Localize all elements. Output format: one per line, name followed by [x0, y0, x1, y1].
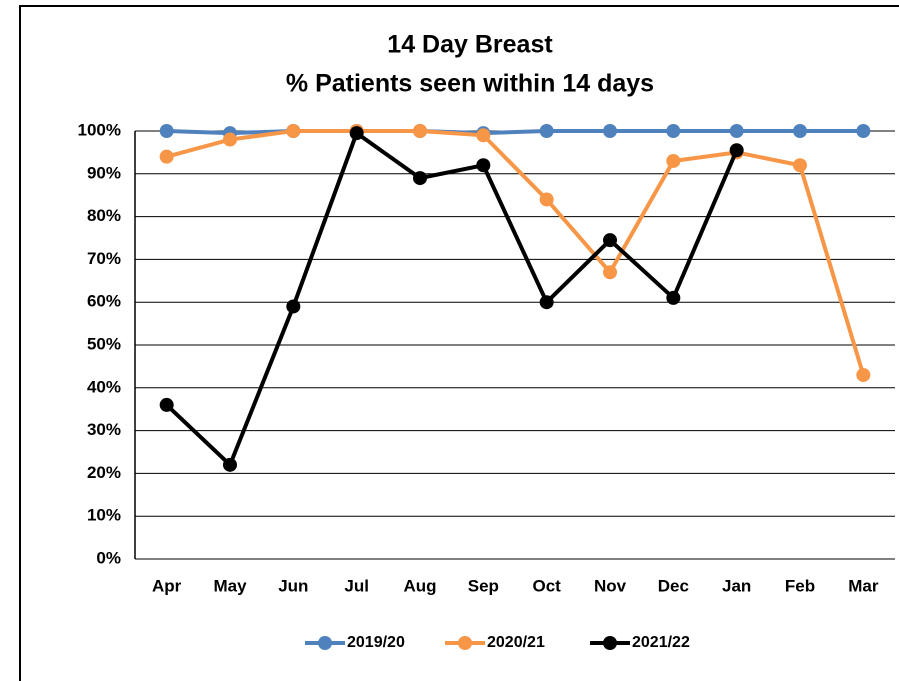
x-tick-label: Nov	[594, 576, 627, 595]
y-tick-label: 100%	[78, 120, 121, 139]
legend-marker	[318, 636, 332, 650]
y-tick-label: 40%	[87, 377, 121, 396]
y-tick-label: 60%	[87, 292, 121, 311]
point	[666, 290, 681, 305]
y-tick-label: 20%	[87, 463, 121, 482]
point	[286, 124, 301, 138]
point	[223, 457, 237, 472]
point	[223, 132, 237, 147]
x-tick-label: May	[213, 576, 247, 595]
point	[476, 128, 491, 143]
point	[666, 153, 681, 168]
point	[286, 299, 301, 314]
point	[159, 397, 174, 412]
point	[729, 124, 744, 138]
point	[603, 233, 617, 248]
series-line	[166, 129, 866, 376]
x-tick-label: Apr	[152, 576, 182, 595]
point	[539, 124, 554, 138]
legend-marker	[458, 636, 472, 650]
series-line	[165, 129, 739, 469]
x-tick-label: Feb	[785, 576, 815, 595]
y-tick-label: 90%	[87, 163, 121, 182]
point	[159, 149, 174, 164]
point	[729, 143, 744, 158]
y-tick-label: 0%	[96, 548, 121, 567]
x-tick-label: Aug	[403, 576, 436, 595]
x-tick-label: Jan	[722, 576, 751, 595]
point	[793, 124, 807, 138]
x-tick-label: Jul	[344, 576, 369, 595]
legend-label: 2021/22	[632, 634, 690, 651]
point	[856, 367, 871, 382]
point	[349, 126, 364, 141]
legend-marker	[603, 636, 617, 650]
point	[666, 124, 681, 138]
x-tick-label: Oct	[532, 576, 561, 595]
x-tick-label: Jun	[278, 576, 308, 595]
point	[413, 171, 427, 186]
y-tick-label: 10%	[87, 506, 121, 525]
x-tick-label: Dec	[658, 576, 689, 595]
point	[603, 265, 617, 280]
x-tick-label: Sep	[468, 576, 499, 595]
point	[476, 158, 491, 173]
point	[159, 124, 174, 138]
y-tick-label: 30%	[87, 420, 121, 439]
chart-frame	[19, 5, 899, 681]
point	[413, 124, 427, 138]
point	[539, 295, 554, 310]
legend-label: 2019/20	[347, 634, 405, 651]
y-tick-label: 70%	[87, 249, 121, 268]
x-tick-label: Mar	[848, 576, 879, 595]
y-tick-label: 80%	[87, 206, 121, 225]
point	[793, 158, 807, 173]
chart-subtitle: % Patients seen within 14 days	[286, 70, 654, 98]
point	[603, 124, 617, 138]
y-tick-label: 50%	[87, 334, 121, 353]
chart-title: 14 Day Breast	[387, 31, 553, 59]
legend-label: 2020/21	[487, 634, 545, 651]
point	[856, 124, 871, 138]
point	[539, 192, 554, 207]
